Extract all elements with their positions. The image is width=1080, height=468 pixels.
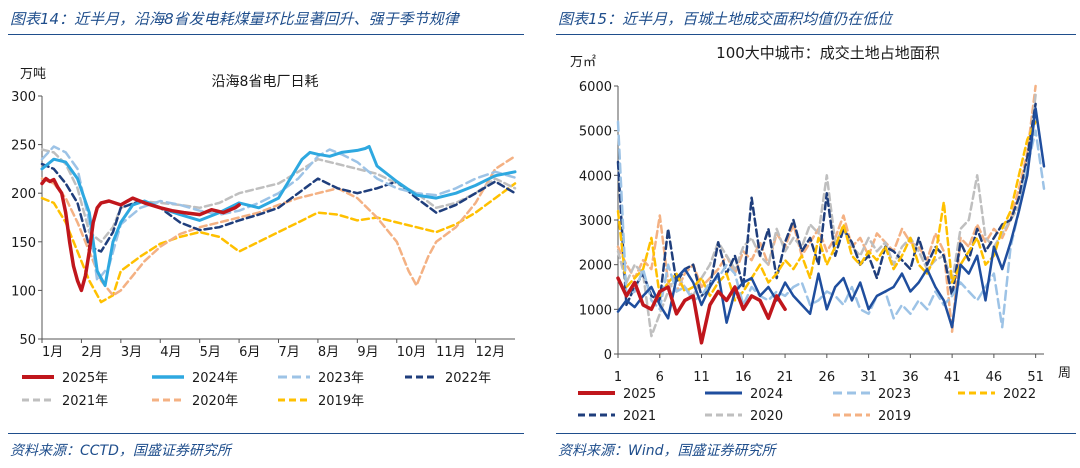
legend-label: 2024 [750, 387, 783, 402]
legend-label: 2020年 [192, 394, 238, 409]
y-tick-label: 2000 [579, 259, 612, 274]
source-note: 资料来源：Wind，国盛证券研究所 [558, 443, 776, 459]
x-tick-label: 1月 [42, 345, 63, 360]
x-tick-label: 10月 [397, 345, 427, 360]
series-line-2023年 [40, 145, 517, 282]
y-tick-label: 5000 [579, 125, 612, 140]
y-tick-label: 4000 [579, 169, 612, 184]
legend-label: 2021年 [62, 394, 108, 409]
x-tick-label: 1 [614, 370, 622, 385]
x-tick-label: 36 [902, 370, 919, 385]
x-tick-label: 21 [777, 370, 794, 385]
x-tick-label: 26 [819, 370, 836, 385]
legend-label: 2023 [878, 387, 911, 402]
y-tick-label: 150 [11, 236, 36, 251]
legend-label: 2023年 [318, 371, 364, 386]
y-tick-label: 100 [11, 284, 36, 299]
coal-consumption-chart: 50 100 150 200 250 300 1月 2月 3月 4月 5月 6月 7月 8月 9月 10月 11… [11, 67, 517, 409]
y-tick-label: 0 [604, 348, 612, 363]
x-tick-label: 9月 [357, 345, 378, 360]
x-tick-label: 6月 [239, 345, 260, 360]
figure-title: 图表15：近半月，百城土地成交面积均值仍在低位 [558, 10, 893, 28]
x-tick-label: 12月 [476, 345, 506, 360]
x-tick-label: 51 [1027, 370, 1044, 385]
legend-label: 2025年 [62, 371, 108, 386]
source-divider [556, 433, 1076, 434]
chart-title: 100大中城市：成交土地占地面积 [716, 44, 940, 62]
x-tick-label: 2月 [81, 345, 102, 360]
title-divider [556, 34, 1076, 35]
x-tick-label: 7月 [279, 345, 300, 360]
y-tick-label: 200 [11, 187, 36, 202]
y-tick-label: 300 [11, 90, 36, 105]
legend-label: 2022年 [445, 371, 491, 386]
series-line-2019 [616, 84, 1037, 333]
figure-title: 图表14：近半月，沿海8省发电耗煤量环比显著回升、强于季节规律 [10, 10, 459, 28]
x-axis-label: 周 [1058, 366, 1071, 381]
legend-label: 2019 [878, 409, 911, 424]
legend-label: 2022 [1003, 387, 1036, 402]
x-tick-label: 41 [944, 370, 961, 385]
legend-label: 2019年 [318, 394, 364, 409]
y-tick-label: 250 [11, 139, 36, 154]
series-line-2025年 [40, 176, 241, 293]
series-line-2023 [616, 120, 1046, 329]
left-panel: 图表14：近半月，沿海8省发电耗煤量环比显著回升、强于季节规律 50 100 150… [0, 0, 528, 468]
x-tick-label: 16 [735, 370, 752, 385]
x-tick-label: 11月 [436, 345, 466, 360]
source-divider [8, 433, 524, 434]
y-tick-label: 6000 [579, 80, 612, 95]
x-tick-label: 4月 [160, 345, 181, 360]
series-line-2024年 [40, 145, 517, 287]
x-tick-label: 3月 [121, 345, 142, 360]
x-tick-label: 8月 [318, 345, 339, 360]
y-tick-label: 50 [19, 333, 36, 348]
x-tick-label: 46 [986, 370, 1003, 385]
y-tick-label: 1000 [579, 303, 612, 318]
legend-label: 2024年 [192, 371, 238, 386]
x-tick-label: 31 [860, 370, 877, 385]
source-note: 资料来源：CCTD，国盛证券研究所 [10, 443, 231, 459]
series-line-2021年 [40, 148, 517, 244]
series-line-2024 [616, 107, 1046, 329]
y-axis-label: 万吨 [20, 67, 46, 82]
right-panel: 图表15：近半月，百城土地成交面积均值仍在低位 0 1000 2000 3000 400… [548, 0, 1080, 468]
series-line-2019年 [40, 182, 517, 304]
title-divider [8, 34, 524, 35]
x-tick-label: 5月 [200, 345, 221, 360]
legend-label: 2025 [623, 387, 656, 402]
chart-title: 沿海8省电厂日耗 [212, 74, 319, 90]
x-tick-label: 11 [693, 370, 710, 385]
x-tick-label: 6 [656, 370, 664, 385]
legend-label: 2020 [750, 409, 783, 424]
series-line-2020 [616, 93, 1037, 338]
y-axis-label: 万㎡ [570, 55, 596, 70]
series-line-2025 [616, 276, 787, 345]
legend-label: 2021 [623, 409, 656, 424]
y-tick-label: 3000 [579, 214, 612, 229]
